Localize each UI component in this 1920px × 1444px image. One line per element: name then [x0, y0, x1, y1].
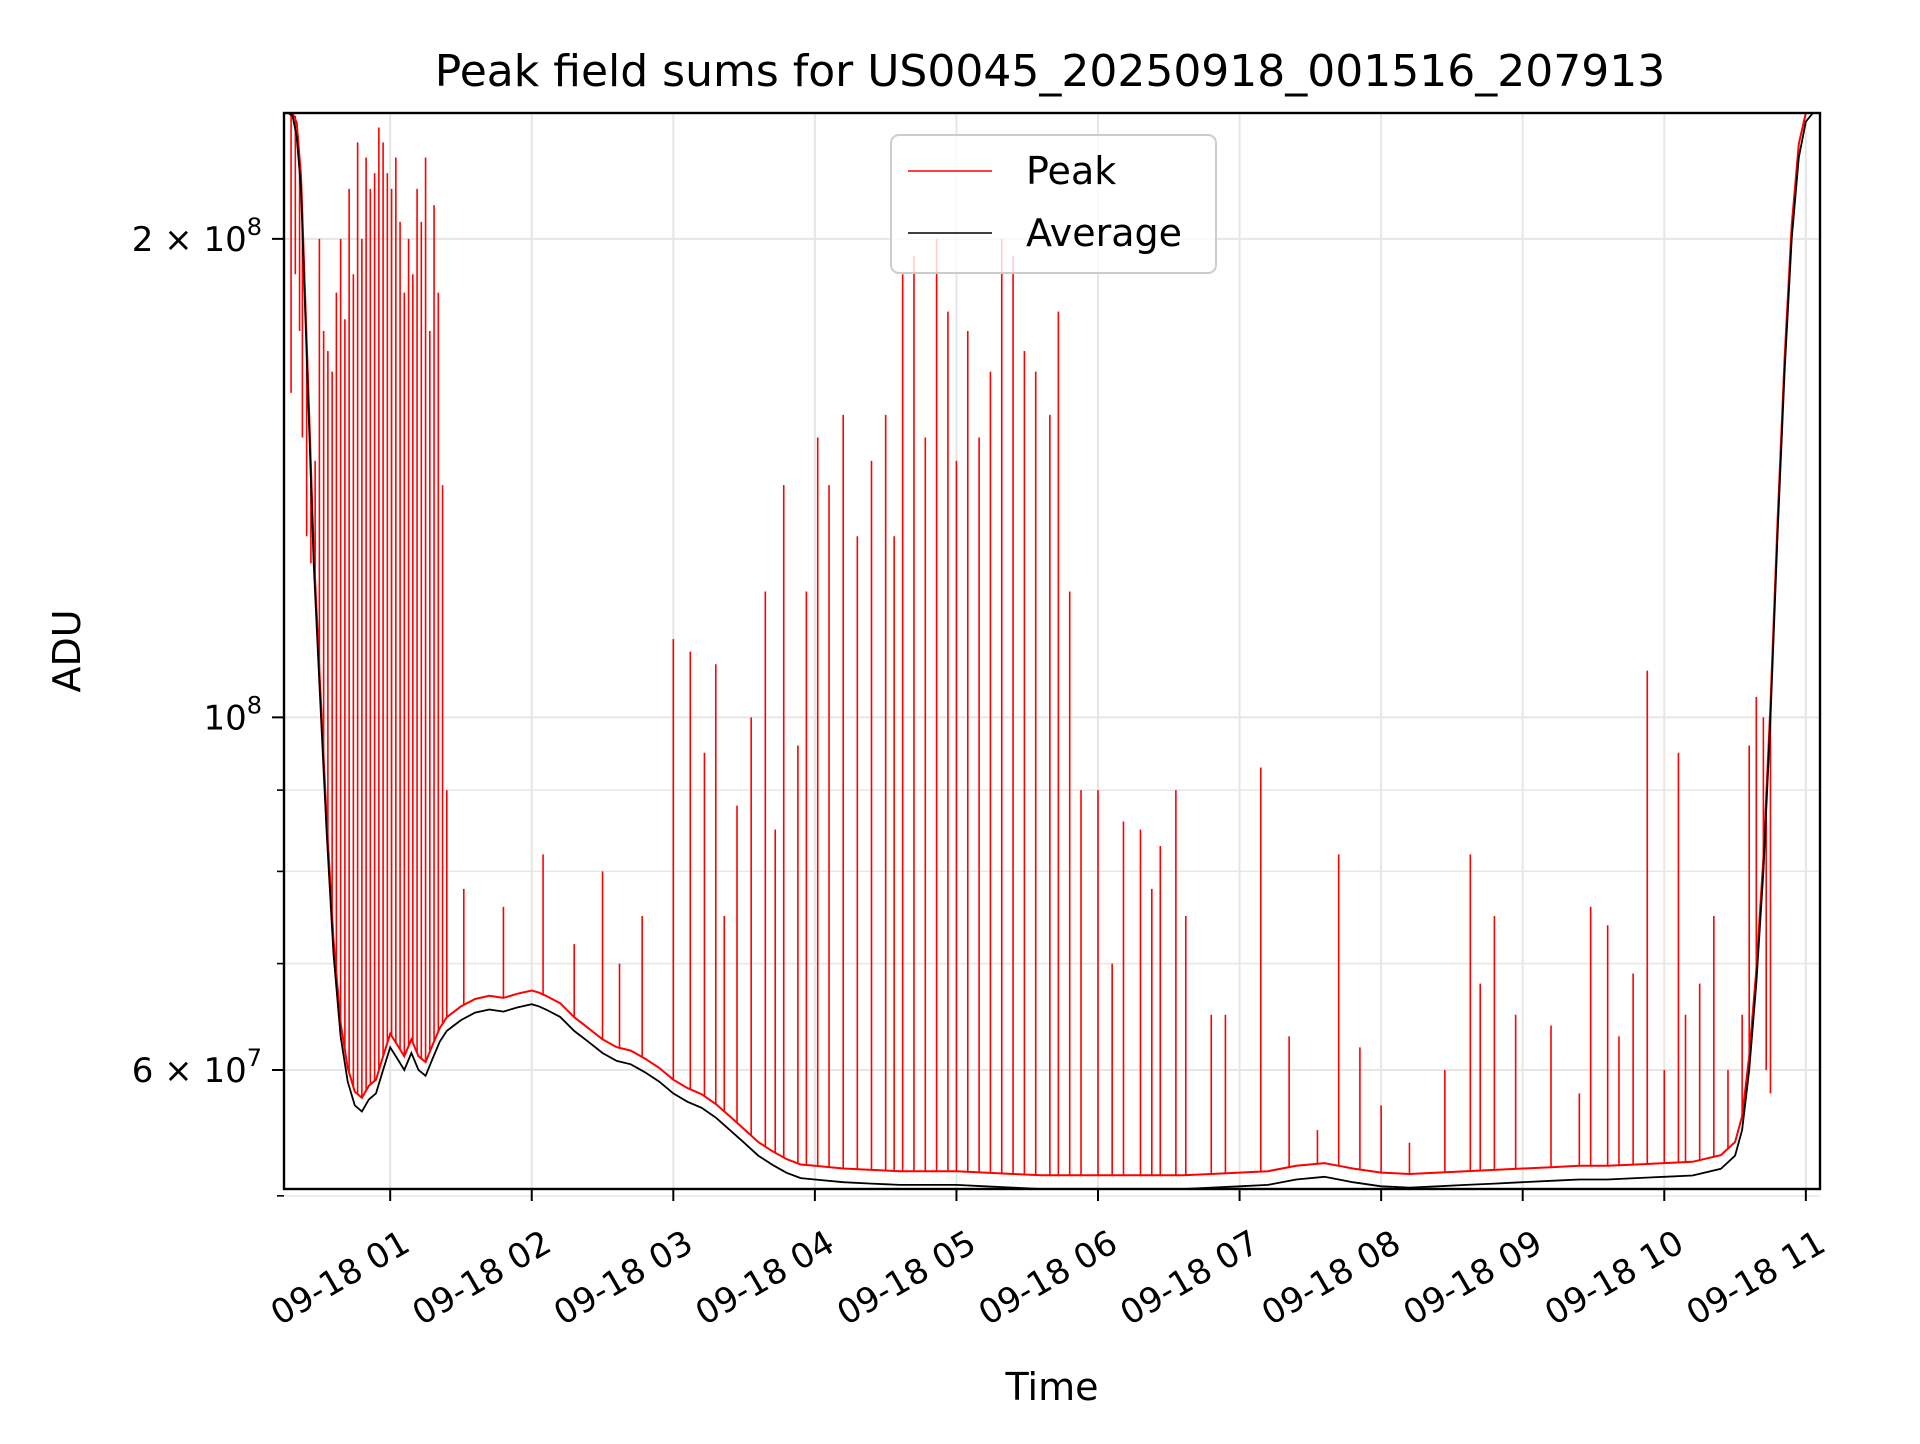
x-tick-label: 09-18 03 — [547, 1223, 699, 1334]
x-tick-label: 09-18 10 — [1538, 1223, 1690, 1334]
grid-lines — [284, 113, 1820, 1197]
x-tick-label: 09-18 01 — [264, 1223, 416, 1334]
y-tick-label: 108 — [203, 691, 262, 738]
x-tick-label: 09-18 05 — [830, 1223, 982, 1334]
x-tick-label: 09-18 08 — [1255, 1223, 1407, 1334]
average-series-line — [284, 112, 1820, 1190]
series-layer — [284, 112, 1820, 1190]
y-tick-mantissa: 10 — [203, 698, 246, 738]
legend: Peak Average — [890, 134, 1217, 274]
x-tick-label: 09-18 11 — [1680, 1223, 1832, 1334]
plot-frame — [282, 111, 1822, 1191]
y-tick-label: 2 × 108 — [132, 213, 262, 260]
y-tick-exponent: 8 — [247, 691, 262, 719]
x-tick-label: 09-18 06 — [972, 1223, 1124, 1334]
legend-box — [890, 134, 1217, 274]
y-axis-label: ADU — [45, 609, 89, 692]
x-tick-label: 09-18 04 — [689, 1223, 841, 1334]
y-tick-mantissa: 2 × 10 — [132, 220, 247, 260]
x-tick-label: 09-18 02 — [406, 1223, 558, 1334]
y-tick-exponent: 7 — [247, 1044, 262, 1072]
y-tick-exponent: 8 — [247, 213, 262, 241]
legend-average-label: Average — [1026, 211, 1182, 255]
peak-series-line — [284, 112, 1820, 1177]
x-tick-label: 09-18 07 — [1114, 1223, 1266, 1334]
x-tick-label: 09-18 09 — [1397, 1223, 1549, 1334]
legend-peak-label: Peak — [1026, 149, 1116, 193]
y-tick-mantissa: 6 × 10 — [132, 1051, 247, 1091]
chart-title: Peak field sums for US0045_20250918_0015… — [435, 46, 1665, 97]
x-axis-label: Time — [1005, 1365, 1099, 1409]
y-tick-label: 6 × 107 — [132, 1044, 262, 1091]
